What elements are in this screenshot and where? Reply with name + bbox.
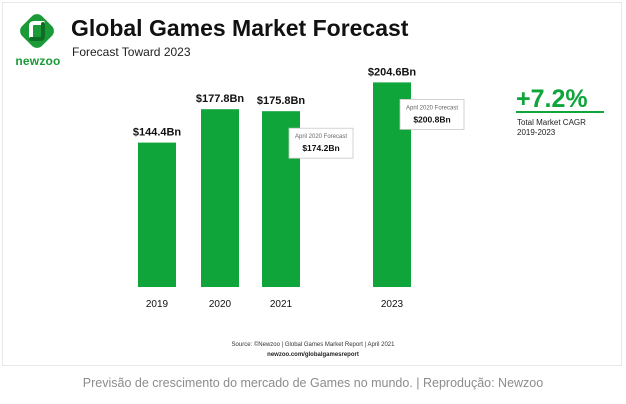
bar-value-label-2023: $204.6Bn <box>368 66 417 78</box>
forecast-callout-value-2021: $174.2Bn <box>302 143 339 153</box>
brand-name: newzoo <box>15 54 61 68</box>
bar-value-label-2021: $175.8Bn <box>257 95 306 107</box>
x-tick-label-2021: 2021 <box>270 299 293 310</box>
newzoo-logo-icon <box>20 14 54 48</box>
cagr-underline <box>516 111 604 113</box>
cagr-period: 2019-2023 <box>517 128 556 137</box>
bar-2020 <box>201 109 239 287</box>
forecast-callout-title-2023: April 2020 Forecast <box>406 105 458 111</box>
bar-value-label-2019: $144.4Bn <box>133 127 182 139</box>
x-tick-label-2023: 2023 <box>381 299 404 310</box>
x-tick-label-2019: 2019 <box>146 299 169 310</box>
x-tick-label-2020: 2020 <box>209 299 232 310</box>
cagr-value: +7.2% <box>516 85 588 113</box>
bar-2019 <box>138 142 176 287</box>
source-note: Source: ©Newzoo | Global Games Market Re… <box>231 342 395 348</box>
image-caption: Previsão de crescimento do mercado de Ga… <box>82 376 544 390</box>
infographic-card: newzoo Global Games Market Forecast Fore… <box>2 2 622 366</box>
cagr-label-text: Total Market CAGR <box>517 118 586 127</box>
chart-subtitle: Forecast Toward 2023 <box>72 45 191 59</box>
bar-value-label-2020: $177.8Bn <box>196 93 245 105</box>
forecast-callout-box-2023 <box>399 99 465 130</box>
cagr-label: Total Market CAGR 2019-2023 <box>517 118 586 138</box>
chart-title: Global Games Market Forecast <box>71 15 409 41</box>
forecast-callout-value-2023: $200.8Bn <box>413 114 450 124</box>
forecast-callout-title-2021: April 2020 Forecast <box>295 134 347 140</box>
bar-chart: $144.4Bn 2019 $177.8Bn 2020 $175.8Bn 2021 $204… <box>133 66 465 310</box>
source-url: newzoo.com/globalgamesreport <box>267 352 359 358</box>
forecast-callout-box-2021 <box>288 127 354 159</box>
